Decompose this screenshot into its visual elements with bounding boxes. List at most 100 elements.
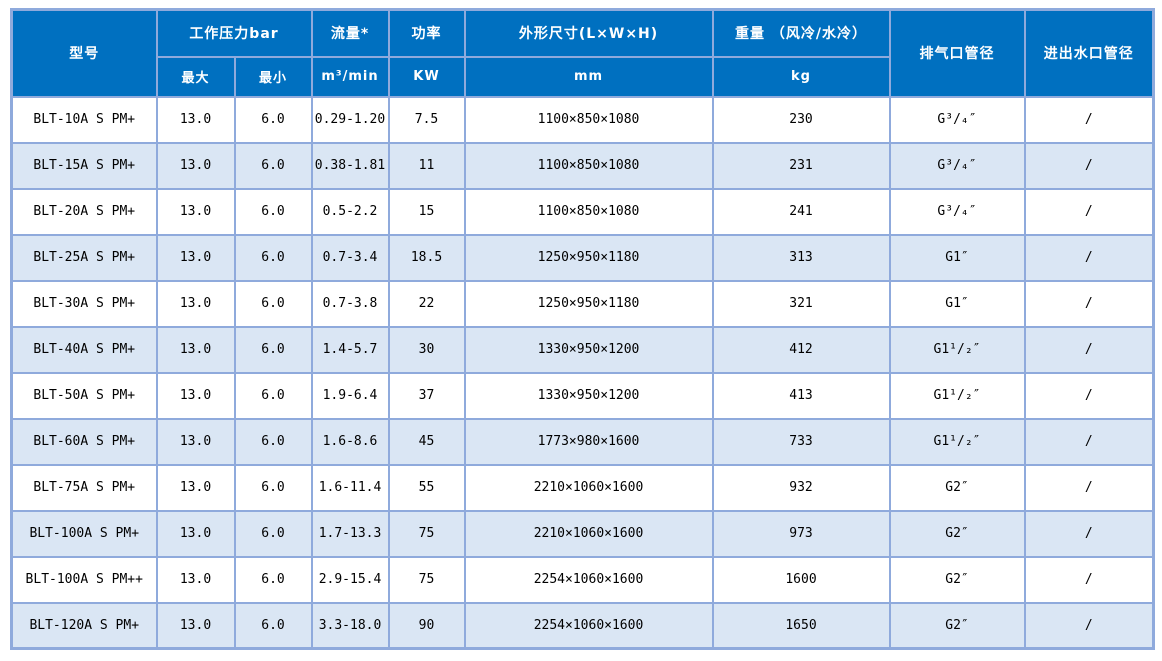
header-flow-unit: m³/min xyxy=(310,55,390,98)
cell-model: BLT-100A S PM++ xyxy=(10,555,158,604)
cell-power: 22 xyxy=(387,279,466,328)
cell-flow: 1.6-8.6 xyxy=(310,417,390,466)
cell-power: 90 xyxy=(387,601,466,650)
cell-water-port: / xyxy=(1023,417,1155,466)
cell-outlet-diameter: G³/₄″ xyxy=(888,95,1026,144)
cell-outlet-diameter: G1¹/₂″ xyxy=(888,371,1026,420)
cell-pressure-max: 13.0 xyxy=(155,555,236,604)
table-row: BLT-10A S PM+ 13.0 6.0 0.29-1.20 7.5 1100×850… xyxy=(10,95,1155,144)
cell-outlet-diameter: G³/₄″ xyxy=(888,187,1026,236)
cell-dimensions: 1100×850×1080 xyxy=(463,95,714,144)
cell-pressure-max: 13.0 xyxy=(155,141,236,190)
cell-power: 30 xyxy=(387,325,466,374)
cell-power: 75 xyxy=(387,555,466,604)
cell-pressure-min: 6.0 xyxy=(233,509,313,558)
cell-flow: 2.9-15.4 xyxy=(310,555,390,604)
cell-pressure-min: 6.0 xyxy=(233,463,313,512)
cell-model: BLT-40A S PM+ xyxy=(10,325,158,374)
cell-pressure-min: 6.0 xyxy=(233,555,313,604)
cell-weight: 412 xyxy=(711,325,891,374)
table-row: BLT-40A S PM+ 13.0 6.0 1.4-5.7 30 1330×950×12… xyxy=(10,325,1155,374)
cell-dimensions: 1330×950×1200 xyxy=(463,325,714,374)
cell-dimensions: 2254×1060×1600 xyxy=(463,601,714,650)
cell-pressure-max: 13.0 xyxy=(155,95,236,144)
cell-weight: 241 xyxy=(711,187,891,236)
cell-pressure-max: 13.0 xyxy=(155,371,236,420)
cell-dimensions: 1773×980×1600 xyxy=(463,417,714,466)
cell-model: BLT-30A S PM+ xyxy=(10,279,158,328)
cell-power: 7.5 xyxy=(387,95,466,144)
cell-pressure-min: 6.0 xyxy=(233,187,313,236)
cell-flow: 0.7-3.4 xyxy=(310,233,390,282)
header-dimensions-unit: mm xyxy=(463,55,714,98)
cell-power: 45 xyxy=(387,417,466,466)
cell-power: 75 xyxy=(387,509,466,558)
table-row: BLT-100A S PM+ 13.0 6.0 1.7-13.3 75 2210×1060… xyxy=(10,509,1155,558)
header-dimensions: 外形尺寸(L×W×H) xyxy=(463,8,714,58)
cell-pressure-min: 6.0 xyxy=(233,325,313,374)
cell-pressure-min: 6.0 xyxy=(233,233,313,282)
cell-model: BLT-50A S PM+ xyxy=(10,371,158,420)
cell-outlet-diameter: G1¹/₂″ xyxy=(888,417,1026,466)
compressor-spec-table: 型号 工作压力bar 流量* 功率 外形尺寸(L×W×H) 重量 （风冷/水冷）… xyxy=(10,8,1155,650)
cell-water-port: / xyxy=(1023,187,1155,236)
cell-pressure-max: 13.0 xyxy=(155,601,236,650)
table-row: BLT-75A S PM+ 13.0 6.0 1.6-11.4 55 2210×1060×… xyxy=(10,463,1155,512)
table-row: BLT-15A S PM+ 13.0 6.0 0.38-1.81 11 1100×850×… xyxy=(10,141,1155,190)
table-row: BLT-20A S PM+ 13.0 6.0 0.5-2.2 15 1100×850×10… xyxy=(10,187,1155,236)
cell-water-port: / xyxy=(1023,141,1155,190)
cell-dimensions: 2210×1060×1600 xyxy=(463,509,714,558)
cell-dimensions: 1100×850×1080 xyxy=(463,141,714,190)
cell-water-port: / xyxy=(1023,371,1155,420)
cell-pressure-min: 6.0 xyxy=(233,371,313,420)
cell-flow: 0.5-2.2 xyxy=(310,187,390,236)
cell-pressure-max: 13.0 xyxy=(155,417,236,466)
cell-flow: 1.7-13.3 xyxy=(310,509,390,558)
header-weight: 重量 （风冷/水冷） xyxy=(711,8,891,58)
cell-model: BLT-60A S PM+ xyxy=(10,417,158,466)
cell-pressure-max: 13.0 xyxy=(155,187,236,236)
cell-dimensions: 1100×850×1080 xyxy=(463,187,714,236)
cell-outlet-diameter: G2″ xyxy=(888,555,1026,604)
cell-weight: 1600 xyxy=(711,555,891,604)
cell-outlet-diameter: G1″ xyxy=(888,279,1026,328)
cell-flow: 0.29-1.20 xyxy=(310,95,390,144)
cell-weight: 230 xyxy=(711,95,891,144)
cell-water-port: / xyxy=(1023,601,1155,650)
cell-water-port: / xyxy=(1023,325,1155,374)
header-power: 功率 xyxy=(387,8,466,58)
cell-dimensions: 1330×950×1200 xyxy=(463,371,714,420)
cell-pressure-min: 6.0 xyxy=(233,95,313,144)
table-row: BLT-100A S PM++ 13.0 6.0 2.9-15.4 75 2254×106… xyxy=(10,555,1155,604)
cell-model: BLT-120A S PM+ xyxy=(10,601,158,650)
cell-flow: 0.38-1.81 xyxy=(310,141,390,190)
cell-pressure-max: 13.0 xyxy=(155,233,236,282)
cell-water-port: / xyxy=(1023,509,1155,558)
cell-flow: 3.3-18.0 xyxy=(310,601,390,650)
header-pressure-max: 最大 xyxy=(155,55,236,98)
header-power-unit: KW xyxy=(387,55,466,98)
cell-outlet-diameter: G2″ xyxy=(888,601,1026,650)
table-row: BLT-60A S PM+ 13.0 6.0 1.6-8.6 45 1773×980×16… xyxy=(10,417,1155,466)
cell-model: BLT-25A S PM+ xyxy=(10,233,158,282)
cell-power: 55 xyxy=(387,463,466,512)
cell-outlet-diameter: G³/₄″ xyxy=(888,141,1026,190)
header-flow: 流量* xyxy=(310,8,390,58)
cell-outlet-diameter: G1¹/₂″ xyxy=(888,325,1026,374)
cell-model: BLT-75A S PM+ xyxy=(10,463,158,512)
header-water-port-diameter: 进出水口管径 xyxy=(1023,8,1155,98)
cell-water-port: / xyxy=(1023,279,1155,328)
cell-model: BLT-100A S PM+ xyxy=(10,509,158,558)
header-row-1: 型号 工作压力bar 流量* 功率 外形尺寸(L×W×H) 重量 （风冷/水冷）… xyxy=(10,8,1155,98)
table-row: BLT-50A S PM+ 13.0 6.0 1.9-6.4 37 1330×950×12… xyxy=(10,371,1155,420)
table-header: 型号 工作压力bar 流量* 功率 外形尺寸(L×W×H) 重量 （风冷/水冷）… xyxy=(10,8,1155,98)
header-working-pressure: 工作压力bar xyxy=(155,8,313,58)
cell-outlet-diameter: G1″ xyxy=(888,233,1026,282)
cell-weight: 733 xyxy=(711,417,891,466)
cell-pressure-min: 6.0 xyxy=(233,141,313,190)
cell-weight: 1650 xyxy=(711,601,891,650)
cell-flow: 0.7-3.8 xyxy=(310,279,390,328)
cell-pressure-max: 13.0 xyxy=(155,463,236,512)
table-row: BLT-30A S PM+ 13.0 6.0 0.7-3.8 22 1250×950×11… xyxy=(10,279,1155,328)
